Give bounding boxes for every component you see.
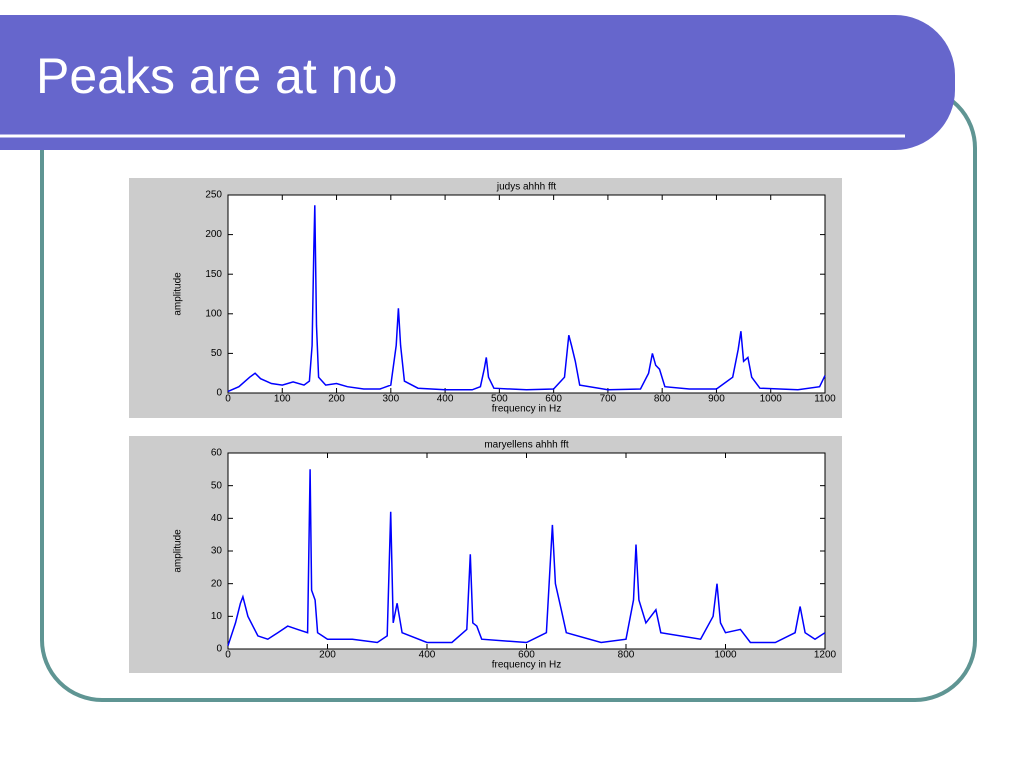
title-bar bbox=[0, 15, 955, 150]
x-tick-label: 800 bbox=[618, 650, 635, 661]
x-tick-label: 200 bbox=[319, 650, 336, 661]
y-tick-label: 50 bbox=[211, 348, 223, 359]
y-tick-label: 30 bbox=[211, 546, 223, 557]
y-tick-label: 250 bbox=[205, 190, 222, 201]
y-tick-label: 20 bbox=[211, 578, 223, 589]
y-axis-label: amplitude bbox=[173, 272, 184, 316]
x-tick-label: 0 bbox=[225, 394, 231, 405]
x-axis-label: frequency in Hz bbox=[492, 660, 561, 671]
x-axis-label: frequency in Hz bbox=[492, 404, 561, 415]
x-tick-label: 1000 bbox=[760, 394, 783, 405]
y-tick-label: 200 bbox=[205, 229, 222, 240]
x-tick-label: 600 bbox=[518, 650, 535, 661]
x-tick-label: 100 bbox=[274, 394, 291, 405]
x-tick-label: 700 bbox=[600, 394, 617, 405]
x-tick-label: 1000 bbox=[714, 650, 737, 661]
y-axis-label: amplitude bbox=[173, 529, 184, 573]
spectrum-line bbox=[227, 205, 826, 393]
y-tick-label: 0 bbox=[216, 644, 222, 655]
slide-title: Peaks are at nω bbox=[36, 48, 397, 104]
y-tick-label: 40 bbox=[211, 513, 223, 524]
chart-title: maryellens ahhh fft bbox=[484, 440, 569, 451]
chart-title: judys ahhh fft bbox=[496, 182, 557, 193]
x-tick-label: 200 bbox=[328, 394, 345, 405]
x-tick-label: 400 bbox=[437, 394, 454, 405]
y-tick-label: 150 bbox=[205, 269, 222, 280]
plot-area bbox=[227, 194, 826, 394]
y-tick-label: 60 bbox=[211, 448, 223, 459]
y-tick-label: 100 bbox=[205, 308, 222, 319]
spectrum-line bbox=[227, 469, 826, 646]
x-tick-label: 400 bbox=[419, 650, 436, 661]
y-tick-label: 0 bbox=[216, 388, 222, 399]
y-tick-label: 50 bbox=[211, 480, 223, 491]
plot-area bbox=[227, 452, 826, 650]
x-tick-label: 800 bbox=[654, 394, 671, 405]
x-tick-label: 600 bbox=[545, 394, 562, 405]
y-tick-label: 10 bbox=[211, 611, 223, 622]
x-tick-label: 300 bbox=[382, 394, 399, 405]
x-tick-label: 0 bbox=[225, 650, 231, 661]
x-tick-label: 500 bbox=[491, 394, 508, 405]
x-tick-label: 1200 bbox=[814, 650, 837, 661]
x-tick-label: 1100 bbox=[814, 394, 836, 405]
x-tick-label: 900 bbox=[708, 394, 725, 405]
